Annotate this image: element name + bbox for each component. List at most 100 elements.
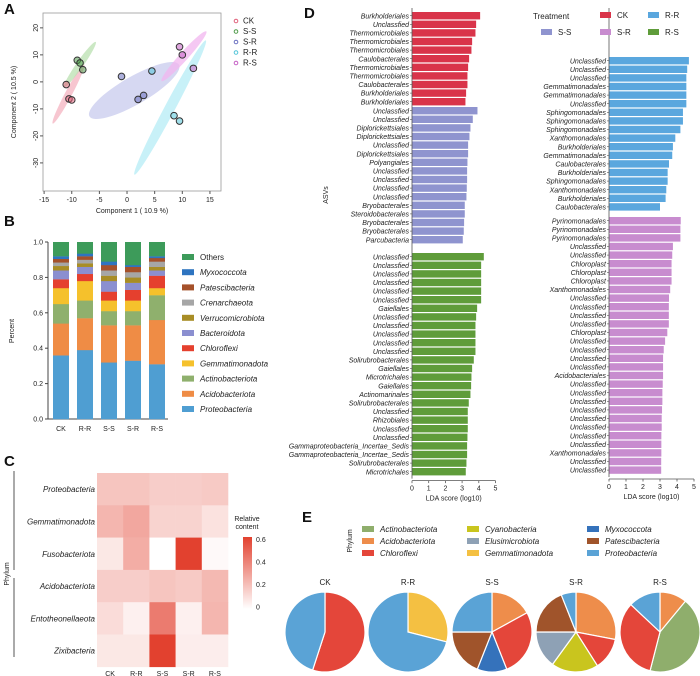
lda-bar-R-R bbox=[609, 125, 681, 134]
lda-bar-R-S bbox=[412, 321, 476, 330]
asv-label: Xanthomonadales bbox=[549, 136, 607, 143]
lda-bar-R-S bbox=[412, 278, 482, 287]
row-label: Entotheonellaeota bbox=[31, 614, 96, 623]
lda-bar-S-R bbox=[609, 217, 681, 225]
y-axis-label: ASVs bbox=[323, 186, 330, 204]
legend-swatch-CK bbox=[600, 12, 611, 18]
bar-segment-others bbox=[149, 242, 165, 257]
asv-label: Burkholderiales bbox=[558, 170, 607, 177]
lda-bar-S-R bbox=[609, 354, 664, 362]
asv-label: Chloroplast bbox=[571, 279, 607, 286]
asv-label: Actinomarinales bbox=[358, 392, 409, 399]
asv-label: Burkholderiales bbox=[361, 91, 410, 98]
panel-label-b: B bbox=[4, 213, 15, 230]
asv-label: Unclassfied bbox=[570, 356, 607, 363]
bar-segment-verrucomicrobiota bbox=[53, 265, 69, 271]
column-label: R-S bbox=[209, 671, 221, 676]
lda-bar-S-R bbox=[609, 440, 662, 448]
panel-label-e: E bbox=[302, 509, 312, 526]
legend-label: Bacteroidota bbox=[200, 329, 245, 338]
panel-a-pca-scatter: -15 -10 -5 0 5 10 15 20 10 0 -10 -20 -30 Component 1 … bbox=[11, 12, 257, 215]
asv-label: Chloroplast bbox=[571, 261, 607, 268]
asv-label: Xanthomonadales bbox=[549, 287, 607, 294]
lda-bar-S-R bbox=[609, 277, 672, 285]
colorbar bbox=[243, 537, 252, 609]
lda-bar-R-S bbox=[412, 442, 468, 450]
asv-label: Unclassfied bbox=[373, 297, 410, 304]
asv-label: Gammaproteobacteria_Incertae_Sedis bbox=[289, 444, 410, 451]
lda-bar-R-R bbox=[609, 168, 668, 177]
y-tick-label: -30 bbox=[33, 158, 40, 168]
heatmap-cell bbox=[123, 602, 150, 635]
heatmap-cell bbox=[149, 602, 176, 635]
legend-swatch bbox=[182, 360, 194, 367]
asv-label: Gemmatimonadales bbox=[543, 153, 606, 160]
asv-label: Gaiellales bbox=[378, 366, 409, 373]
legend-label: CK bbox=[617, 11, 629, 20]
asv-label: Burkholderiales bbox=[558, 196, 607, 203]
x-tick-label: 1 bbox=[624, 484, 628, 491]
pie-title: R-S bbox=[653, 578, 667, 587]
asv-label: Unclassfied bbox=[373, 254, 410, 261]
pie-slice-proteobacteria bbox=[451, 591, 493, 633]
asv-label: Unclassfied bbox=[570, 433, 607, 440]
lda-bar-R-R bbox=[609, 134, 676, 142]
legend-label: Acidobacteriota bbox=[199, 390, 256, 399]
x-axis-label: Component 1 ( 10.9 %) bbox=[96, 208, 168, 215]
lda-bar-CK bbox=[412, 29, 476, 37]
lda-bar-R-R bbox=[609, 65, 688, 73]
asv-label: Unclassfied bbox=[570, 313, 607, 320]
bar-segment-actinobacteriota bbox=[125, 311, 141, 326]
x-tick-label: 0 bbox=[410, 486, 414, 493]
bar-segment-others bbox=[101, 242, 117, 262]
asv-label: Polyangiales bbox=[369, 160, 409, 167]
bar-segment-myxococcota bbox=[53, 256, 69, 260]
pie-slice-acidobacteriota bbox=[491, 591, 528, 634]
bar-segment-crenarchaeota bbox=[53, 262, 69, 267]
data-point-CK bbox=[62, 80, 71, 89]
pie-title: S-R bbox=[569, 578, 583, 587]
legend-swatch bbox=[182, 345, 194, 352]
heatmap-cell bbox=[175, 537, 203, 571]
panel-b-stacked-bar: 0.0 0.2 0.4 0.6 0.8 1.0 Percent CK R-R S-S S-R R-S O… bbox=[9, 240, 269, 434]
asv-label: Unclassfied bbox=[570, 339, 607, 346]
asv-label: Unclassfied bbox=[570, 244, 607, 251]
data-point-S-R bbox=[139, 91, 148, 100]
legend-label: Actinobacteriota bbox=[379, 525, 438, 534]
bar-segment-proteobacteria bbox=[149, 364, 165, 420]
lda-bar-R-S bbox=[412, 416, 468, 424]
asv-label: Unclassfied bbox=[373, 263, 410, 270]
heatmap-cell bbox=[123, 473, 150, 506]
lda-bar-S-R bbox=[609, 251, 673, 259]
data-point-S-R bbox=[134, 95, 142, 104]
lda-bar-S-S bbox=[412, 115, 473, 123]
legend-swatch bbox=[587, 550, 599, 556]
lda-bar-S-S bbox=[412, 124, 471, 132]
asv-label: Unclassfied bbox=[373, 315, 410, 322]
legend-label: Patescibacteria bbox=[605, 537, 660, 546]
bar-segment-verrucomicrobiota bbox=[125, 277, 141, 283]
row-label: Proteobacteria bbox=[43, 485, 96, 494]
lda-bar-S-R bbox=[609, 311, 669, 319]
heatmap-cell bbox=[175, 634, 203, 668]
bar-segment-acidobacteriota bbox=[125, 325, 141, 361]
x-tick-label: -5 bbox=[96, 197, 102, 204]
lda-bar-R-S bbox=[412, 399, 469, 407]
x-tick-label: -10 bbox=[67, 197, 77, 204]
pie-slice-proteobacteria bbox=[284, 591, 326, 671]
asv-label: Sphingomonadales bbox=[546, 110, 606, 117]
legend-swatch bbox=[182, 299, 194, 306]
heatmap-cell bbox=[123, 634, 150, 668]
lda-bar-S-S bbox=[412, 141, 469, 149]
lda-bar-R-R bbox=[609, 100, 687, 108]
lda-bar-S-R bbox=[609, 457, 662, 466]
asv-label: Unclassfied bbox=[570, 365, 607, 372]
row-label: Zixibacteria bbox=[53, 647, 95, 656]
asv-label: Unclassfied bbox=[570, 442, 607, 449]
legend-marker-CK bbox=[233, 18, 239, 24]
lda-bar-S-R bbox=[609, 346, 664, 354]
asv-label: Unclassfied bbox=[570, 390, 607, 397]
asv-label: Unclassfied bbox=[570, 459, 607, 466]
legend-label: Myxococcota bbox=[200, 268, 247, 277]
pie-slice-chloroflexi bbox=[311, 591, 366, 673]
